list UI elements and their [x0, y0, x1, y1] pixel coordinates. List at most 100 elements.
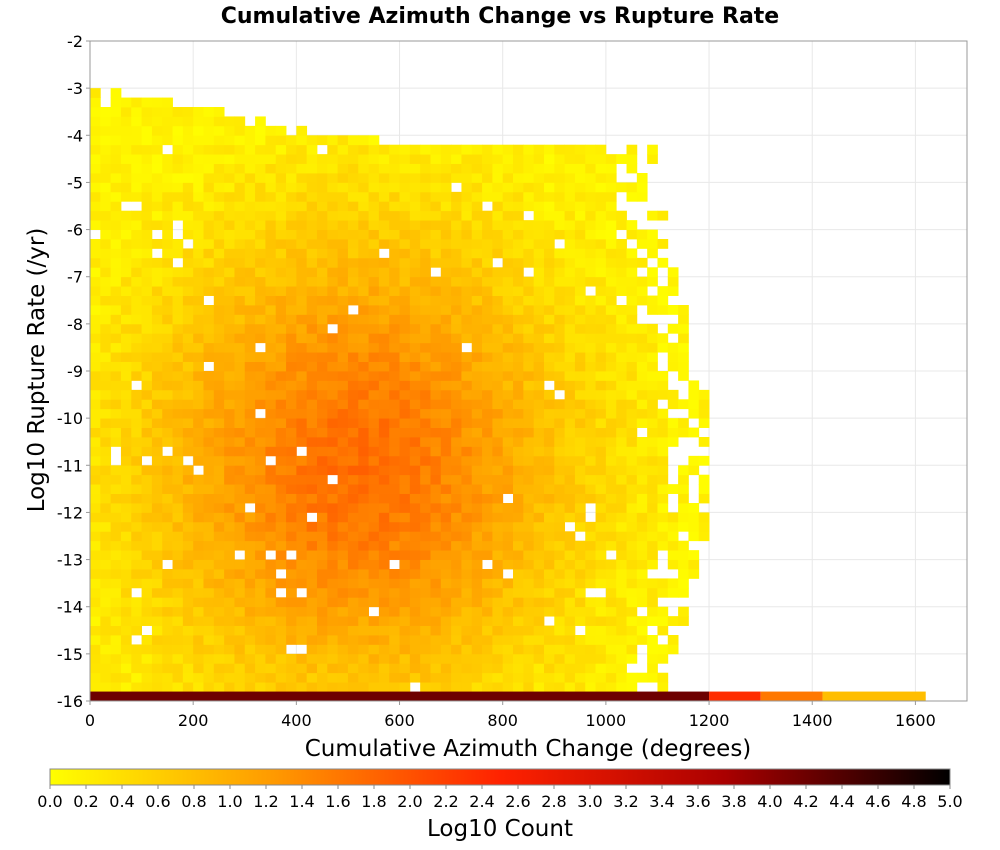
heatmap-cell	[647, 616, 658, 626]
heatmap-cell	[151, 521, 163, 532]
x-tick-label: 800	[487, 711, 518, 730]
heatmap-cell	[585, 606, 596, 617]
heatmap-cell	[430, 653, 442, 664]
heatmap-cell	[162, 644, 173, 655]
colorbar-tick-label: 4.8	[901, 792, 926, 811]
heatmap-cell	[306, 220, 318, 230]
heatmap-cell	[100, 540, 112, 551]
heatmap-cell	[440, 173, 452, 183]
y-tick-label: -9	[67, 362, 83, 381]
heatmap-cell	[533, 173, 545, 183]
heatmap-cell	[100, 116, 112, 127]
heatmap-cell	[337, 408, 349, 419]
heatmap-cell	[90, 682, 101, 692]
heatmap-cell	[420, 239, 431, 249]
heatmap-cell	[90, 663, 101, 674]
heatmap-cell	[605, 493, 617, 504]
heatmap-cell	[471, 333, 483, 344]
heatmap-cell	[110, 663, 122, 674]
heatmap-cell	[430, 389, 442, 400]
heatmap-cell	[523, 644, 535, 655]
heatmap-cell	[440, 531, 452, 542]
heatmap-cell	[234, 333, 246, 344]
heatmap-cell	[461, 644, 473, 655]
heatmap-cell	[265, 380, 277, 391]
heatmap-cell	[120, 672, 132, 683]
heatmap-cell	[286, 418, 297, 428]
heatmap-cell	[90, 286, 101, 296]
heatmap-cell	[667, 276, 679, 287]
heatmap-cell	[420, 503, 431, 513]
heatmap-cell	[224, 210, 235, 221]
heatmap-cell	[585, 531, 596, 542]
heatmap-cell	[533, 286, 545, 296]
colorbar-ticks: 0.0 0.2 0.4 0.6 0.8 1.0 1.2 1.4 1.6 1.8 2.0 2.2 2.4 2…	[37, 785, 963, 811]
heatmap-cell	[420, 569, 431, 579]
heatmap-cell	[409, 503, 421, 513]
heatmap-cell	[513, 484, 524, 494]
heatmap-cell	[502, 635, 514, 645]
heatmap-cell	[316, 173, 328, 183]
heatmap-cell	[647, 446, 658, 457]
heatmap-cell	[564, 606, 576, 617]
heatmap-cell	[585, 267, 596, 278]
heatmap-cell	[626, 154, 638, 164]
heatmap-cell	[482, 512, 493, 523]
heatmap-cell	[100, 163, 112, 174]
heatmap-cell	[574, 682, 586, 692]
heatmap-cell	[368, 474, 380, 485]
heatmap-cell	[492, 389, 504, 400]
heatmap-cell	[585, 380, 596, 391]
heatmap-cell	[543, 606, 555, 617]
heatmap-cell	[585, 220, 596, 230]
heatmap-cell	[151, 408, 163, 419]
heatmap-cell	[224, 182, 235, 193]
heatmap-cell	[616, 569, 627, 579]
heatmap-cell	[482, 427, 493, 438]
heatmap-cell	[585, 484, 596, 494]
heatmap-cell	[244, 597, 256, 608]
heatmap-cell	[162, 342, 173, 353]
heatmap-cell	[430, 380, 442, 391]
heatmap-cell	[224, 455, 235, 466]
heatmap-cell	[440, 267, 452, 278]
heatmap-cell	[286, 191, 297, 202]
heatmap-cell	[255, 144, 266, 155]
heatmap-cell	[461, 276, 473, 287]
heatmap-cell	[255, 512, 266, 523]
heatmap-cell	[347, 267, 359, 278]
heatmap-cell	[626, 163, 638, 174]
heatmap-cell	[337, 267, 349, 278]
heatmap-cell	[471, 597, 483, 608]
heatmap-cell	[616, 154, 627, 164]
heatmap-cell	[120, 437, 132, 447]
heatmap-cell	[647, 512, 658, 523]
heatmap-cell	[430, 276, 442, 287]
heatmap-cell	[605, 597, 617, 608]
heatmap-cell	[482, 286, 493, 296]
heatmap-cell	[533, 578, 545, 589]
heatmap-cell	[667, 427, 679, 438]
heatmap-cell	[420, 229, 431, 240]
heatmap-cell	[275, 220, 287, 230]
heatmap-cell	[420, 380, 431, 391]
heatmap-cell	[698, 437, 710, 447]
heatmap-cell	[182, 342, 194, 353]
heatmap-cell	[482, 399, 493, 410]
heatmap-cell	[389, 352, 400, 362]
heatmap-cell	[574, 437, 586, 447]
heatmap-cell	[286, 682, 297, 692]
heatmap-cell	[626, 371, 638, 381]
heatmap-cell	[90, 182, 101, 193]
heatmap-cell	[265, 672, 277, 683]
heatmap-cell	[420, 578, 431, 589]
heatmap-cell	[213, 380, 225, 391]
heatmap-cell	[409, 286, 421, 296]
heatmap-cell	[389, 342, 400, 353]
heatmap-cell	[234, 125, 246, 136]
heatmap-cell	[399, 559, 411, 570]
heatmap-cell	[409, 248, 421, 259]
heatmap-cell	[554, 578, 566, 589]
heatmap-cell	[234, 229, 246, 240]
heatmap-cell	[616, 531, 627, 542]
